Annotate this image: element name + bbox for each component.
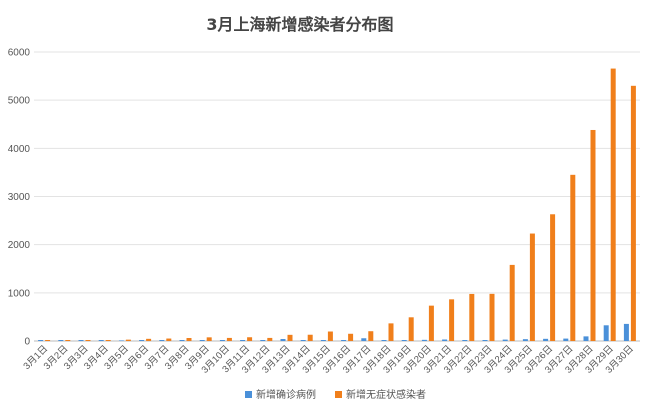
bar-confirmed <box>199 340 205 341</box>
bar-confirmed <box>58 340 64 341</box>
bar-confirmed <box>462 340 468 341</box>
legend-label-asymptomatic: 新增无症状感染者 <box>346 388 426 401</box>
legend-swatch-asymptomatic <box>335 391 342 398</box>
bar-confirmed <box>401 340 407 341</box>
y-tick-label: 3000 <box>8 192 31 203</box>
bar-confirmed <box>38 340 44 341</box>
bar-confirmed <box>381 340 387 341</box>
bar-confirmed <box>583 336 589 341</box>
bar-asymptomatic <box>267 337 273 341</box>
bar-confirmed <box>482 340 488 341</box>
bar-confirmed <box>280 339 286 341</box>
bar-confirmed <box>341 340 347 341</box>
legend: 新增确诊病例 新增无症状感染者 <box>245 388 426 401</box>
bar-asymptomatic <box>529 233 535 341</box>
bar-asymptomatic <box>105 340 111 341</box>
bar-confirmed <box>98 340 104 341</box>
bar-confirmed <box>442 339 448 341</box>
y-tick-label: 2000 <box>8 240 31 251</box>
chart-title: 3月上海新增感染者分布图 <box>206 15 393 34</box>
y-axis: 0 1000 2000 3000 4000 5000 6000 <box>8 48 31 348</box>
bar-asymptomatic <box>408 317 414 341</box>
bar-asymptomatic <box>166 338 172 341</box>
bar-asymptomatic <box>206 337 212 341</box>
bar-confirmed <box>522 339 528 341</box>
bar-confirmed <box>118 340 124 341</box>
bar-asymptomatic <box>307 334 313 341</box>
bar-confirmed <box>240 340 246 341</box>
bar-asymptomatic <box>146 338 152 341</box>
y-tick-label: 5000 <box>8 96 31 107</box>
bar-confirmed <box>502 339 508 341</box>
x-axis: 3月1日3月2日3月3日3月4日3月5日3月6日3月7日3月8日3月9日3月10… <box>22 343 636 375</box>
bar-asymptomatic <box>388 323 394 341</box>
bar-confirmed <box>603 325 609 341</box>
bar-asymptomatic <box>489 293 495 341</box>
bar-confirmed <box>78 340 84 341</box>
bar-asymptomatic <box>570 174 576 341</box>
bar-asymptomatic <box>85 340 91 341</box>
bar-asymptomatic <box>550 214 556 341</box>
bar-confirmed <box>139 340 145 341</box>
bar-asymptomatic <box>610 68 616 341</box>
bar-confirmed <box>421 339 427 341</box>
bar-asymptomatic <box>428 305 434 341</box>
bar-confirmed <box>623 323 629 341</box>
bar-asymptomatic <box>327 331 333 341</box>
bar-confirmed <box>300 340 306 341</box>
bar-asymptomatic <box>125 339 131 341</box>
bar-confirmed <box>179 340 185 341</box>
grid-lines <box>34 51 640 342</box>
bar-confirmed <box>563 338 569 341</box>
bar-confirmed <box>320 340 326 341</box>
bar-asymptomatic <box>590 129 596 341</box>
bar-asymptomatic <box>65 340 71 341</box>
bar-confirmed <box>260 340 266 341</box>
bar-confirmed <box>219 340 225 341</box>
bar-asymptomatic <box>186 338 192 341</box>
bars <box>38 68 636 341</box>
y-tick-label: 1000 <box>8 288 31 299</box>
bar-asymptomatic <box>226 337 232 341</box>
bar-asymptomatic <box>469 293 475 341</box>
bar-asymptomatic <box>368 331 374 341</box>
legend-swatch-confirmed <box>245 391 252 398</box>
y-tick-label: 4000 <box>8 144 31 155</box>
bar-asymptomatic <box>348 333 354 341</box>
bar-asymptomatic <box>449 299 455 341</box>
y-tick-label: 6000 <box>8 48 31 59</box>
bar-asymptomatic <box>630 85 636 341</box>
bar-asymptomatic <box>45 340 51 341</box>
bar-asymptomatic <box>287 334 293 341</box>
bar-asymptomatic <box>509 264 515 341</box>
bar-confirmed <box>361 338 367 341</box>
bar-confirmed <box>543 338 549 341</box>
bar-confirmed <box>159 340 165 341</box>
y-tick-label: 0 <box>24 337 30 348</box>
legend-label-confirmed: 新增确诊病例 <box>256 388 316 401</box>
bar-asymptomatic <box>247 337 253 341</box>
